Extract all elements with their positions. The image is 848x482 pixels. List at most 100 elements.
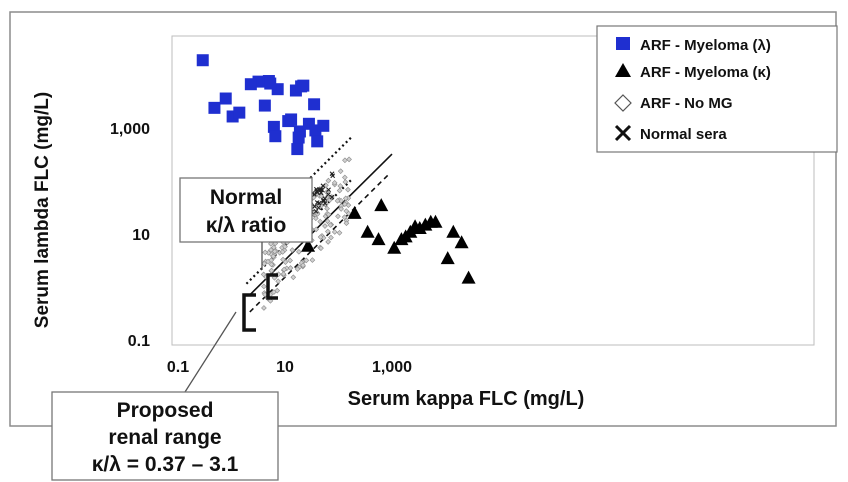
no-mg-point: [309, 257, 316, 263]
lambda-myeloma-point: [258, 99, 271, 112]
y-tick-label: 0.1: [128, 333, 150, 350]
kappa-myeloma-point: [428, 214, 443, 228]
normal-sera-point: [316, 200, 322, 206]
kappa-myeloma-point: [454, 235, 469, 249]
no-mg-point: [334, 198, 341, 204]
x-tick-label: 10: [276, 359, 294, 376]
renal-range-line3: κ/λ = 0.37 – 3.1: [92, 453, 239, 476]
kappa-myeloma-point: [387, 240, 402, 254]
y-tick-label: 10: [132, 227, 150, 244]
lambda-myeloma-point: [208, 101, 221, 114]
lambda-myeloma-point: [196, 54, 209, 67]
no-mg-point: [338, 197, 344, 204]
no-mg-point: [260, 271, 267, 278]
normal-sera-point: [329, 194, 335, 200]
no-mg-point: [261, 283, 267, 290]
no-mg-point: [313, 215, 319, 222]
normal-ratio-box: [179, 177, 313, 243]
no-mg-point: [317, 234, 324, 240]
x-axis-title: Serum kappa FLC (mg/L): [348, 388, 585, 410]
no-mg-point: [342, 174, 348, 181]
renal-range-line2: renal range: [108, 426, 221, 449]
lambda-myeloma-point: [267, 120, 280, 133]
no-mg-point: [289, 247, 296, 253]
no-mg-point: [331, 180, 338, 186]
no-mg-point: [336, 229, 343, 236]
normal-sera-point: [318, 190, 324, 196]
legend-label-no-mg: ARF - No MG: [640, 95, 732, 112]
lambda-myeloma-point: [264, 77, 277, 90]
no-mg-point: [300, 262, 306, 269]
no-mg-point: [280, 271, 287, 277]
legend-marker-no-mg: [614, 94, 632, 112]
normal-ratio-bracket: [266, 273, 278, 300]
no-mg-point: [324, 218, 331, 225]
legend-marker-kappa: [615, 63, 631, 77]
kappa-myeloma-point: [347, 205, 362, 219]
lambda-myeloma-point: [317, 119, 330, 132]
no-mg-point: [322, 223, 328, 229]
no-mg-point: [325, 228, 331, 235]
lambda-myeloma-point: [309, 124, 322, 137]
no-mg-point: [274, 287, 281, 294]
lambda-myeloma-point: [291, 143, 304, 156]
kappa-myeloma-point: [412, 220, 427, 234]
no-mg-point: [336, 187, 343, 194]
no-mg-point: [325, 239, 331, 245]
kappa-myeloma-point: [371, 232, 386, 246]
normal-sera-point: [321, 198, 326, 204]
legend: ARF - Myeloma (λ) ARF - Myeloma (κ) ARF …: [596, 25, 838, 153]
no-mg-point: [261, 305, 267, 311]
kappa-myeloma-point: [461, 270, 476, 284]
y-axis-title: Serum lambda FLC (mg/L): [32, 92, 53, 328]
no-mg-point: [342, 179, 349, 185]
no-mg-point: [268, 261, 275, 268]
normal-sera-point: [329, 171, 335, 177]
no-mg-point: [335, 213, 341, 220]
legend-marker-normal-sera: [614, 124, 632, 142]
lambda-myeloma-point: [219, 92, 232, 105]
no-mg-point: [325, 177, 332, 184]
normal-ratio-callout: Normal κ/λ ratio: [179, 177, 313, 300]
legend-marker-lambda: [616, 37, 630, 50]
lambda-myeloma-point: [269, 130, 282, 143]
kappa-myeloma-point: [301, 238, 316, 252]
no-mg-point: [279, 249, 286, 255]
lambda-myeloma-point: [252, 75, 265, 88]
no-mg-point: [281, 266, 287, 273]
normal-sera-point: [326, 187, 331, 193]
normal-sera-point: [322, 196, 328, 202]
no-mg-point: [270, 253, 277, 260]
lambda-myeloma-point: [292, 131, 305, 144]
legend-label-normal-sera: Normal sera: [640, 126, 727, 143]
no-mg-point: [290, 274, 297, 281]
legend-label-kappa: ARF - Myeloma (κ): [640, 64, 771, 81]
kappa-myeloma-point: [374, 198, 389, 212]
lambda-myeloma-point: [285, 113, 298, 126]
kappa-myeloma-point: [446, 224, 461, 238]
no-mg-point: [343, 208, 350, 214]
no-mg-point: [313, 226, 320, 233]
kappa-myeloma-point: [360, 224, 375, 238]
x-tick-label: 1,000: [372, 359, 412, 376]
renal-range-pointer: [184, 311, 237, 393]
no-mg-point: [282, 243, 288, 250]
no-mg-point: [337, 168, 344, 174]
no-mg-point: [341, 201, 348, 208]
legend-box: [596, 25, 838, 153]
no-mg-point: [325, 211, 332, 218]
no-mg-point: [296, 249, 302, 255]
normal-sera-point: [325, 192, 331, 197]
renal-range-line1: Proposed: [117, 399, 214, 422]
lambda-myeloma-point: [244, 78, 257, 91]
no-mg-point: [342, 157, 348, 164]
no-mg-point: [303, 257, 310, 264]
no-mg-point: [337, 183, 344, 189]
lambda-myeloma-point: [311, 135, 324, 148]
renal-range-lower-line: [249, 172, 391, 313]
axis-ticks: 0.1 10 1,000 0.1 10 1,000: [110, 121, 412, 376]
x-tick-label: 0.1: [167, 359, 189, 376]
no-mg-point: [338, 206, 344, 212]
renal-range-box: [51, 391, 279, 481]
